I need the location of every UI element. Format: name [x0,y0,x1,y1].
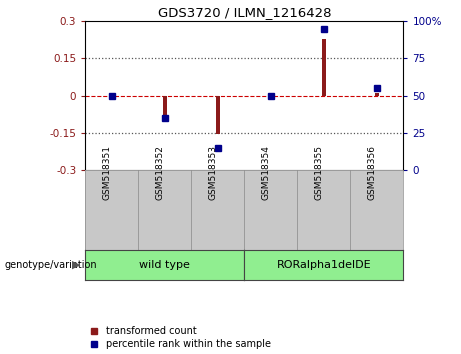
Text: GSM518351: GSM518351 [103,145,112,200]
Text: genotype/variation: genotype/variation [5,259,97,270]
Legend: transformed count, percentile rank within the sample: transformed count, percentile rank withi… [90,326,271,349]
Title: GDS3720 / ILMN_1216428: GDS3720 / ILMN_1216428 [158,6,331,19]
Text: GSM518356: GSM518356 [368,145,377,200]
Text: RORalpha1delDE: RORalpha1delDE [277,259,371,270]
Text: ▶: ▶ [72,259,81,270]
Bar [110,95,114,96]
Bar [216,96,220,134]
Text: GSM518353: GSM518353 [209,145,218,200]
Text: GSM518352: GSM518352 [156,145,165,200]
Text: GSM518355: GSM518355 [315,145,324,200]
Bar [322,39,326,96]
Bar [163,96,167,115]
Bar [269,95,273,96]
Text: GSM518354: GSM518354 [262,145,271,200]
Bar [375,93,379,96]
Text: wild type: wild type [139,259,190,270]
